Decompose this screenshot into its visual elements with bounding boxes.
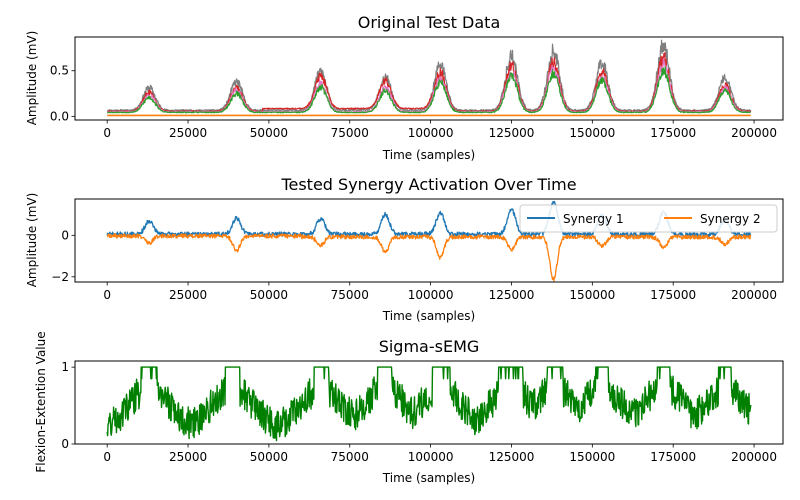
axes-frame [74,36,784,121]
x-tick-label: 125000 [489,450,535,464]
x-tick-label: 25000 [169,126,207,140]
x-tick-label: 175000 [650,126,696,140]
x-tick-label: 75000 [331,288,369,302]
x-tick-label: 100000 [408,126,454,140]
y-tick-label: 0.0 [50,109,69,123]
x-tick-label: 175000 [650,288,696,302]
x-tick-label: 150000 [569,288,615,302]
x-tick-label: 100000 [408,288,454,302]
y-tick-label: 1 [61,360,69,374]
series-line-green [106,66,752,114]
x-tick-label: 200000 [731,450,777,464]
x-tick-label: 50000 [250,288,288,302]
x-tick-label: 50000 [250,126,288,140]
y-ticks: −2 0 [51,228,75,284]
x-tick-label: 25000 [169,450,207,464]
x-tick-label: 0 [103,450,111,464]
series-line-sigma-semg [106,366,752,442]
y-tick-label: 0.5 [50,64,69,78]
x-tick-label: 0 [103,126,111,140]
x-ticks: 0 25000 50000 75000 100000 125000 150000 175000… [103,282,777,302]
x-tick-label: 0 [103,288,111,302]
plot-area [106,366,752,442]
x-tick-label: 25000 [169,288,207,302]
x-ticks: 0 25000 50000 75000 100000 125000 150000 175000… [103,444,777,464]
x-tick-label: 150000 [569,126,615,140]
axes-frame [74,198,784,283]
y-axis-label: Amplitude (mV) [25,193,39,288]
x-axis-label: Time (samples) [382,148,475,162]
x-tick-label: 125000 [489,288,535,302]
chart-title: Sigma-sEMG [379,337,480,356]
subplot-sigma-semg: Sigma-sEMG 0 25000 50000 75000 100000 125000 1… [34,331,784,485]
chart-title: Tested Synergy Activation Over Time [280,175,576,194]
legend-frame [519,204,778,233]
x-tick-label: 75000 [331,126,369,140]
x-tick-label: 50000 [250,450,288,464]
y-axis-label: Flexion-Extention Value [34,331,48,472]
legend: Synergy 1 Synergy 2 [519,204,778,233]
x-ticks: 0 25000 50000 75000 100000 125000 150000 175000… [103,120,777,140]
x-tick-label: 150000 [569,450,615,464]
x-tick-label: 75000 [331,450,369,464]
plot-area [106,39,752,117]
x-axis-label: Time (samples) [382,471,475,485]
x-tick-label: 200000 [731,126,777,140]
y-tick-label: 0 [61,228,69,242]
legend-label-synergy-2: Synergy 2 [700,212,761,226]
axes-frame [74,360,784,445]
chart-title: Original Test Data [358,13,501,32]
x-tick-label: 125000 [489,126,535,140]
x-axis-label: Time (samples) [382,309,475,323]
y-ticks: 01 [61,360,75,451]
subplot-original-test-data: Original Test Data 0 25000 50000 75000 10000… [25,13,784,162]
y-ticks: 0.0 0.5 [50,64,75,123]
series-line-synergy-2 [106,233,752,282]
x-tick-label: 175000 [650,450,696,464]
x-tick-label: 200000 [731,288,777,302]
legend-label-synergy-1: Synergy 1 [563,212,624,226]
x-tick-label: 100000 [408,450,454,464]
y-tick-label: 0 [61,437,69,451]
y-axis-label: Amplitude (mV) [25,31,39,126]
subplot-synergy-activation: Tested Synergy Activation Over Time 0 250… [25,175,784,323]
y-tick-label: −2 [51,270,69,284]
